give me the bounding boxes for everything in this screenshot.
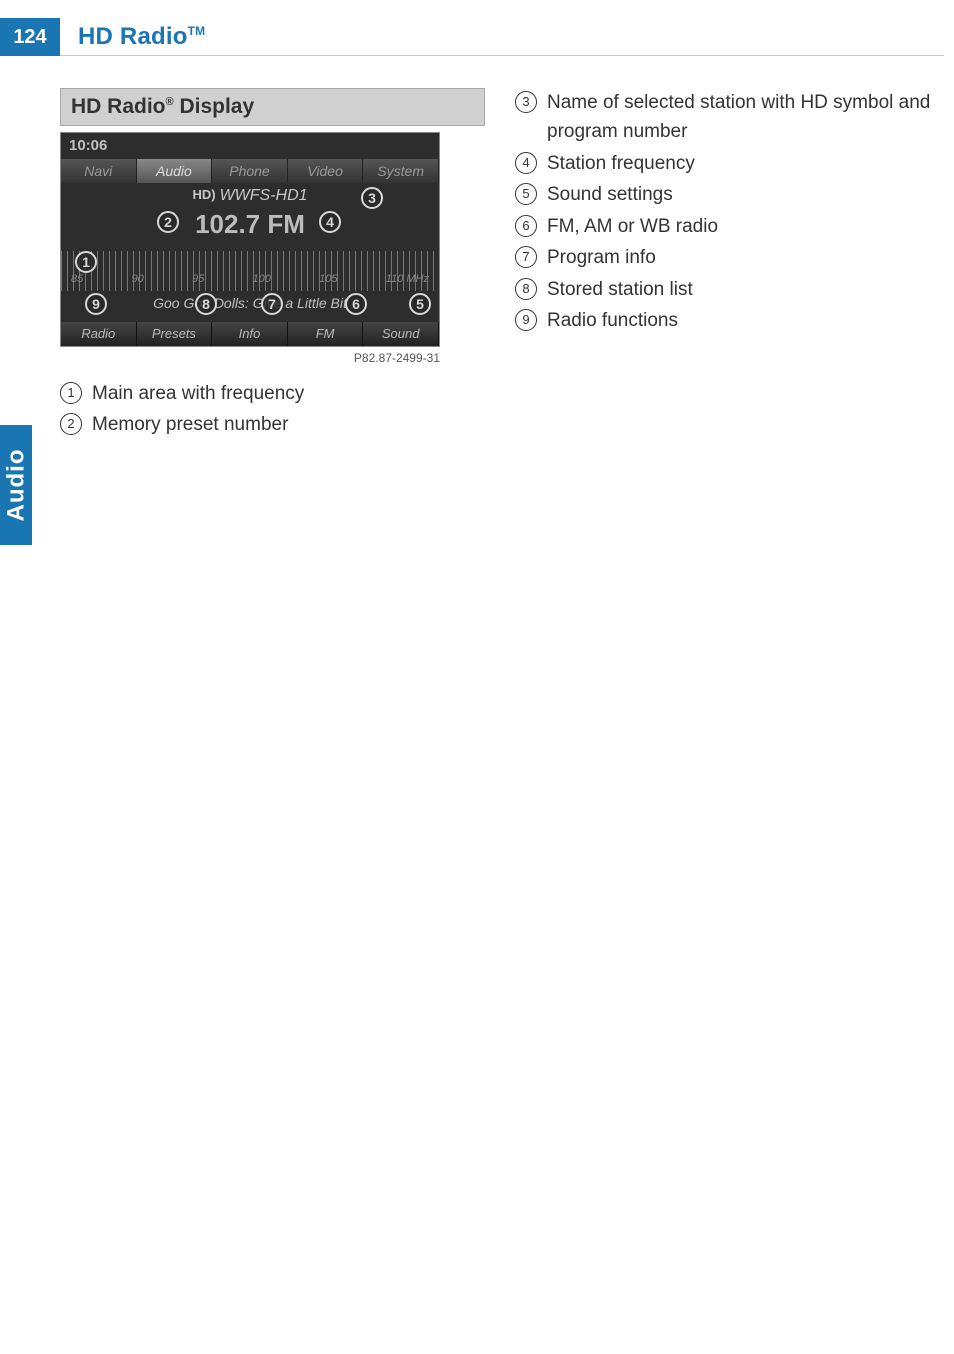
tab-audio: Audio (137, 159, 213, 183)
hd-icon: HD) (192, 187, 215, 202)
registered-symbol: ® (166, 96, 174, 108)
legend-text: Main area with frequency (92, 379, 485, 408)
legend-row: 3 Name of selected station with HD symbo… (515, 88, 940, 147)
screenshot-caption: P82.87-2499-31 (60, 351, 440, 365)
legend-row: 4 Station frequency (515, 149, 940, 178)
legend-row: 8 Stored station list (515, 275, 940, 304)
dial-labels: 85 90 95 100 105 110 MHz (61, 273, 439, 285)
btab-radio: Radio (61, 322, 137, 346)
legend-text: FM, AM or WB radio (547, 212, 940, 241)
trademark-symbol: TM (188, 24, 206, 38)
legend-number: 6 (515, 215, 537, 237)
callout-5: 5 (409, 293, 431, 315)
bottom-tabs: Radio Presets Info FM Sound (61, 322, 439, 346)
tab-video: Video (288, 159, 364, 183)
section-heading-main: HD Radio (71, 95, 166, 118)
btab-sound: Sound (363, 322, 439, 346)
dial-label: 85 (71, 273, 83, 285)
legend-row: 5 Sound settings (515, 180, 940, 209)
station-name: WWFS-HD1 (220, 187, 308, 204)
legend-left: 1 Main area with frequency 2 Memory pres… (60, 379, 485, 440)
callout-2: 2 (157, 211, 179, 233)
callout-4: 4 (319, 211, 341, 233)
legend-number: 2 (60, 413, 82, 435)
legend-text: Memory preset number (92, 410, 485, 439)
right-column: 3 Name of selected station with HD symbo… (515, 88, 940, 442)
header-title: HD RadioTM (60, 23, 205, 51)
frequency-row: 102.7 FM (61, 209, 439, 240)
legend-number: 8 (515, 278, 537, 300)
legend-row: 6 FM, AM or WB radio (515, 212, 940, 241)
legend-number: 3 (515, 91, 537, 113)
btab-presets: Presets (137, 322, 213, 346)
dial-label: 110 MHz (386, 273, 429, 285)
tab-system: System (363, 159, 439, 183)
btab-info: Info (212, 322, 288, 346)
legend-text: Stored station list (547, 275, 940, 304)
callout-8: 8 (195, 293, 217, 315)
radio-screenshot: 10:06 Navi Audio Phone Video System HD) W… (60, 132, 440, 347)
legend-text: Station frequency (547, 149, 940, 178)
header-divider (60, 55, 944, 56)
page-header: 124 HD RadioTM (0, 18, 954, 56)
dial-label: 90 (132, 273, 144, 285)
legend-right: 3 Name of selected station with HD symbo… (515, 88, 940, 336)
page-number: 124 (0, 18, 60, 56)
frequency-dial (61, 251, 439, 291)
clock-time: 10:06 (69, 137, 107, 154)
legend-row: 9 Radio functions (515, 306, 940, 335)
legend-row: 7 Program info (515, 243, 940, 272)
legend-number: 7 (515, 246, 537, 268)
legend-number: 4 (515, 152, 537, 174)
dial-label: 100 (253, 273, 271, 285)
left-column: HD Radio® Display 10:06 Navi Audio Phone… (60, 88, 485, 442)
legend-number: 1 (60, 382, 82, 404)
tab-navi: Navi (61, 159, 137, 183)
callout-7: 7 (261, 293, 283, 315)
legend-row: 2 Memory preset number (60, 410, 485, 439)
btab-fm: FM (288, 322, 364, 346)
legend-text: Sound settings (547, 180, 940, 209)
section-side-tab: Audio (0, 425, 32, 545)
header-title-text: HD Radio (78, 23, 188, 50)
side-tab-label: Audio (2, 449, 30, 522)
legend-text: Program info (547, 243, 940, 272)
legend-number: 5 (515, 183, 537, 205)
callout-3: 3 (361, 187, 383, 209)
legend-text: Radio functions (547, 306, 940, 335)
dial-label: 105 (319, 273, 337, 285)
section-heading: HD Radio® Display (60, 88, 485, 126)
legend-text: Name of selected station with HD symbol … (547, 88, 940, 147)
legend-number: 9 (515, 309, 537, 331)
callout-9: 9 (85, 293, 107, 315)
callout-1: 1 (75, 251, 97, 273)
tab-phone: Phone (212, 159, 288, 183)
section-heading-tail: Display (174, 95, 255, 118)
dial-label: 95 (192, 273, 204, 285)
legend-row: 1 Main area with frequency (60, 379, 485, 408)
song-row: Goo Goo Dolls: Give a Little Bit (61, 295, 439, 311)
callout-6: 6 (345, 293, 367, 315)
top-tabs: Navi Audio Phone Video System (61, 159, 439, 183)
